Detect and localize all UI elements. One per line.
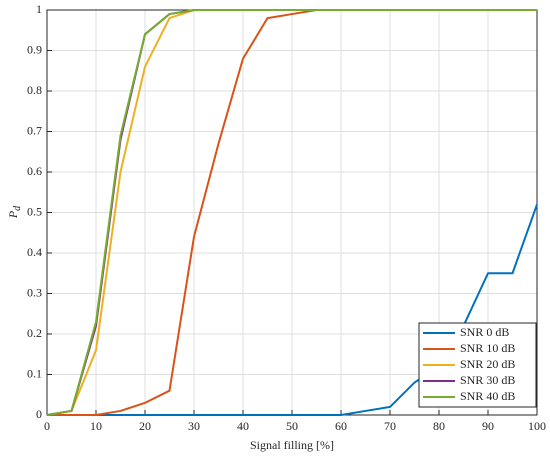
legend-label: SNR 30 dB — [460, 373, 515, 387]
legend-label: SNR 20 dB — [460, 357, 515, 371]
y-tick-label: 0.9 — [27, 42, 42, 56]
y-tick-label: 0 — [36, 407, 42, 421]
y-axis-label: Pd — [6, 205, 24, 219]
y-tick-label: 0.4 — [27, 245, 42, 259]
y-tick-label: 0.3 — [27, 285, 42, 299]
x-tick-label: 20 — [139, 419, 151, 433]
x-tick-label: 70 — [384, 419, 396, 433]
y-tick-label: 0.8 — [27, 83, 42, 97]
x-tick-label: 50 — [286, 419, 298, 433]
legend-label: SNR 0 dB — [460, 325, 509, 339]
x-tick-label: 10 — [90, 419, 102, 433]
x-tick-label: 40 — [237, 419, 249, 433]
legend-label: SNR 40 dB — [460, 389, 515, 403]
x-tick-label: 60 — [335, 419, 347, 433]
y-tick-label: 0.1 — [27, 366, 42, 380]
x-tick-label: 80 — [433, 419, 445, 433]
y-tick-label: 0.5 — [27, 204, 42, 218]
y-tick-label: 0.2 — [27, 326, 42, 340]
legend-label: SNR 10 dB — [460, 341, 515, 355]
series-line — [46, 9, 537, 416]
y-tick-label: 1 — [36, 2, 42, 16]
x-tick-label: 30 — [188, 419, 200, 433]
x-tick-label: 0 — [44, 419, 50, 433]
x-axis-label: Signal filling [%] — [250, 438, 334, 452]
x-tick-label: 100 — [528, 419, 546, 433]
legend: SNR 0 dB SNR 10 dB SNR 20 dB SNR 30 dB SNR 4… — [418, 322, 537, 408]
x-tick-label: 90 — [482, 419, 494, 433]
y-tick-label: 0.6 — [27, 164, 42, 178]
y-tick-label: 0.7 — [27, 123, 42, 137]
